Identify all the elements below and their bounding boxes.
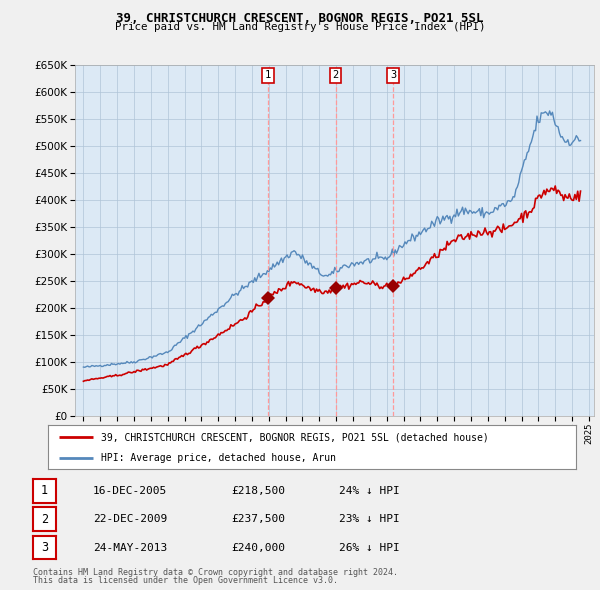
Text: 39, CHRISTCHURCH CRESCENT, BOGNOR REGIS, PO21 5SL (detached house): 39, CHRISTCHURCH CRESCENT, BOGNOR REGIS,… bbox=[101, 432, 488, 442]
Text: 2: 2 bbox=[41, 513, 48, 526]
Text: 23% ↓ HPI: 23% ↓ HPI bbox=[339, 514, 400, 524]
Text: 3: 3 bbox=[390, 70, 396, 80]
Text: 26% ↓ HPI: 26% ↓ HPI bbox=[339, 543, 400, 552]
Text: 1: 1 bbox=[41, 484, 48, 497]
Text: Price paid vs. HM Land Registry's House Price Index (HPI): Price paid vs. HM Land Registry's House … bbox=[115, 22, 485, 32]
Text: 3: 3 bbox=[41, 541, 48, 554]
Text: 1: 1 bbox=[265, 70, 271, 80]
Text: 22-DEC-2009: 22-DEC-2009 bbox=[93, 514, 167, 524]
Text: £237,500: £237,500 bbox=[231, 514, 285, 524]
Text: 39, CHRISTCHURCH CRESCENT, BOGNOR REGIS, PO21 5SL: 39, CHRISTCHURCH CRESCENT, BOGNOR REGIS,… bbox=[116, 12, 484, 25]
Text: £218,500: £218,500 bbox=[231, 486, 285, 496]
Text: 24-MAY-2013: 24-MAY-2013 bbox=[93, 543, 167, 552]
Text: £240,000: £240,000 bbox=[231, 543, 285, 552]
Text: HPI: Average price, detached house, Arun: HPI: Average price, detached house, Arun bbox=[101, 453, 336, 463]
Text: 16-DEC-2005: 16-DEC-2005 bbox=[93, 486, 167, 496]
Text: This data is licensed under the Open Government Licence v3.0.: This data is licensed under the Open Gov… bbox=[33, 576, 338, 585]
Text: 24% ↓ HPI: 24% ↓ HPI bbox=[339, 486, 400, 496]
Text: Contains HM Land Registry data © Crown copyright and database right 2024.: Contains HM Land Registry data © Crown c… bbox=[33, 568, 398, 577]
Text: 2: 2 bbox=[332, 70, 339, 80]
